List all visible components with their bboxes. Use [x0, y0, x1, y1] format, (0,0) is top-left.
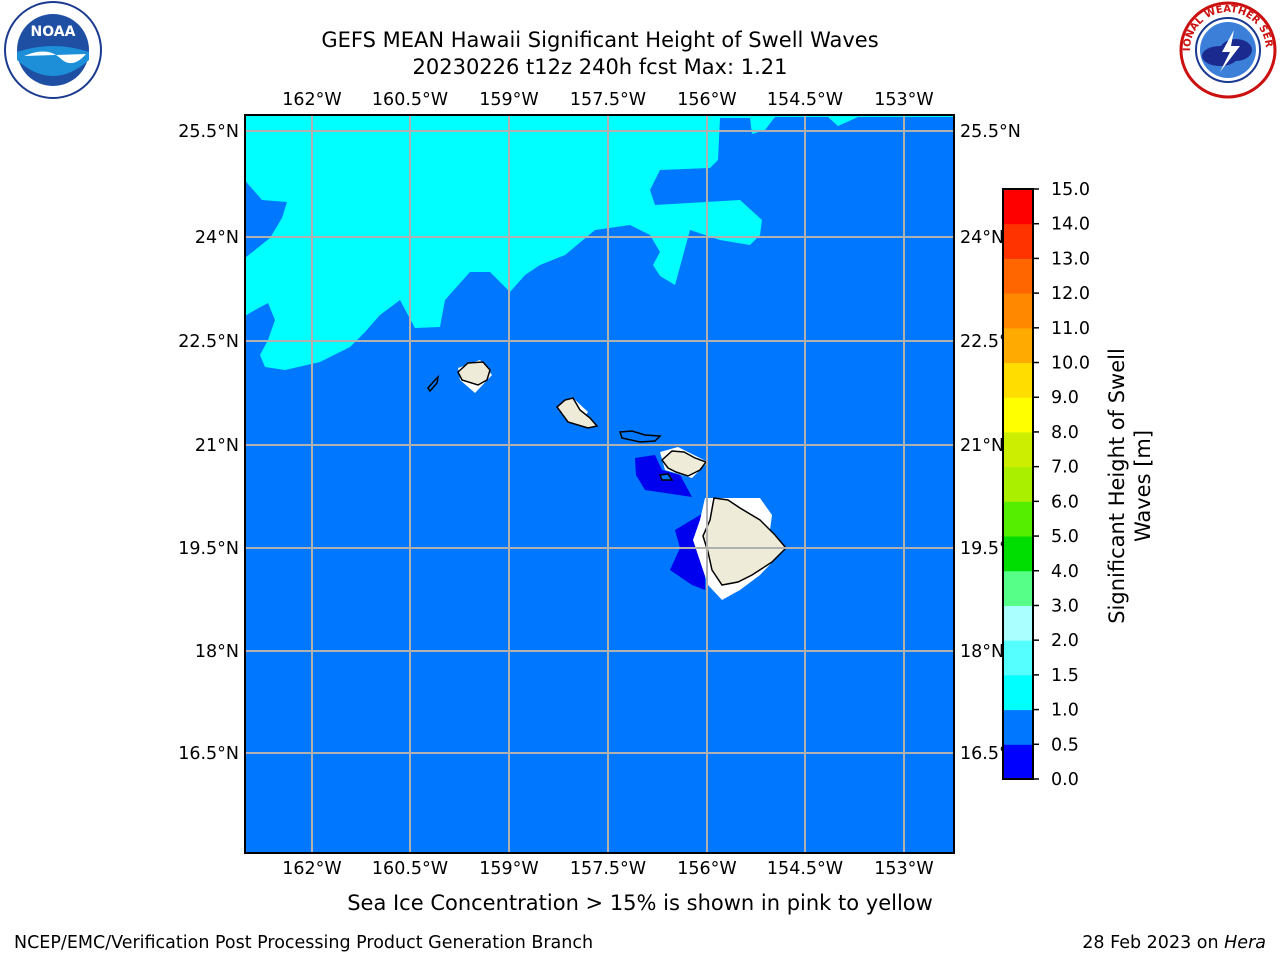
- colorbar-tick-label: 0.5: [1051, 735, 1079, 755]
- colorbar-tick-label: 9.0: [1051, 388, 1079, 408]
- map-area: [245, 115, 954, 853]
- colorbar-segment: [1003, 189, 1033, 225]
- colorbar-tick-label: 1.0: [1051, 701, 1079, 721]
- colorbar-ticks: 0.0 0.5 1.0 1.5 2.0 3.0 4.0 5.0 6.0 7.0 8.0 9.0 10.0…: [1051, 180, 1090, 790]
- colorbar-label-2: Waves [m]: [1131, 430, 1155, 542]
- island-niihau: [427, 374, 440, 393]
- nws-logo: NATIONAL WEATHER SERVICE: [1176, 0, 1277, 99]
- lat-tick-label-right: 21°N: [960, 436, 1004, 456]
- footer-branch: NCEP/EMC/Verification Post Processing Pr…: [14, 933, 594, 953]
- lat-tick-label-left: 16.5°N: [178, 744, 239, 764]
- island-maui: [660, 450, 708, 477]
- colorbar-segment: [1003, 397, 1033, 433]
- swell-band-1.0-1.5: [245, 115, 954, 370]
- colorbar-tick-label: 0.0: [1051, 770, 1079, 790]
- lon-tick-label-bottom: 153°W: [874, 859, 933, 879]
- lon-tick-label-top: 162°W: [282, 90, 341, 110]
- island-oahu: [555, 397, 599, 429]
- colorbar-segment: [1003, 709, 1033, 745]
- lon-tick-label-bottom: 154.5°W: [767, 859, 843, 879]
- lon-tick-label-bottom: 159°W: [479, 859, 538, 879]
- colorbar-segment: [1003, 570, 1033, 606]
- colorbar-tick-label: 12.0: [1051, 284, 1090, 304]
- lat-tick-label-right: 24°N: [960, 228, 1004, 248]
- island-big-island: [702, 497, 788, 586]
- lon-tick-label-top: 157.5°W: [570, 90, 646, 110]
- chart-subtitle: 20230226 t12z 240h fcst Max: 1.21: [412, 55, 788, 79]
- island-lanai: [658, 473, 674, 481]
- lat-tick-label-left: 18°N: [195, 642, 239, 662]
- colorbar-tick-label: 6.0: [1051, 492, 1079, 512]
- colorbar-tick-label: 4.0: [1051, 562, 1079, 582]
- colorbar-segment: [1003, 674, 1033, 711]
- colorbar-segment: [1003, 640, 1033, 676]
- lon-tick-label-bottom: 156°W: [677, 859, 736, 879]
- lon-tick-label-bottom: 157.5°W: [570, 859, 646, 879]
- noaa-logo: NOAA: [4, 1, 102, 99]
- colorbar-tick-label: 11.0: [1051, 319, 1090, 339]
- lat-tick-label-left: 24°N: [195, 228, 239, 248]
- colorbar-segment: [1003, 605, 1033, 641]
- lat-tick-label-left: 19.5°N: [178, 539, 239, 559]
- island-molokai: [618, 430, 662, 443]
- colorbar: [1002, 188, 1039, 780]
- lon-tick-label-bottom: 162°W: [282, 859, 341, 879]
- graticule: [245, 115, 954, 853]
- colorbar-tick-label: 15.0: [1051, 180, 1090, 200]
- lat-tick-label-left: 25.5°N: [178, 122, 239, 142]
- colorbar-segment: [1003, 431, 1033, 468]
- lon-tick-label-top: 156°W: [677, 90, 736, 110]
- footer-date-text: 28 Feb 2023 on: [1082, 933, 1225, 953]
- noaa-logo-text: NOAA: [31, 24, 76, 40]
- footer-machine: Hera: [1224, 933, 1266, 953]
- colorbar-segment: [1003, 293, 1033, 329]
- lon-tick-label-top: 153°W: [874, 90, 933, 110]
- lat-tick-label-left: 21°N: [195, 436, 239, 456]
- lon-tick-label-top: 159°W: [479, 90, 538, 110]
- lat-ticks-left: 25.5°N 24°N 22.5°N 21°N 19.5°N 18°N 16.5°N: [178, 122, 239, 764]
- colorbar-tick-label: 8.0: [1051, 423, 1079, 443]
- lat-tick-label-right: 18°N: [960, 642, 1004, 662]
- colorbar-tick-label: 14.0: [1051, 215, 1090, 235]
- lat-tick-label-left: 22.5°N: [178, 332, 239, 352]
- colorbar-label-1: Significant Height of Swell: [1105, 348, 1129, 624]
- colorbar-segment: [1003, 223, 1033, 259]
- footer-date: 28 Feb 2023 on Hera: [1082, 933, 1266, 953]
- colorbar-tick-label: 13.0: [1051, 249, 1090, 269]
- colorbar-segment: [1003, 258, 1033, 294]
- lon-ticks-top: 162°W 160.5°W 159°W 157.5°W 156°W 154.5°W 153°…: [282, 90, 933, 110]
- lon-tick-label-bottom: 160.5°W: [372, 859, 448, 879]
- colorbar-tick-label: 10.0: [1051, 354, 1090, 374]
- colorbar-segment: [1003, 536, 1033, 572]
- colorbar-segment: [1003, 744, 1033, 780]
- sea-ice-caption: Sea Ice Concentration > 15% is shown in …: [347, 891, 933, 915]
- colorbar-segment: [1003, 327, 1033, 364]
- lon-tick-label-top: 154.5°W: [767, 90, 843, 110]
- chart-title: GEFS MEAN Hawaii Significant Height of S…: [321, 28, 879, 52]
- colorbar-frame: [1002, 188, 1034, 780]
- map-frame: [244, 114, 955, 854]
- colorbar-segment: [1003, 501, 1033, 537]
- colorbar-tick-label: 1.5: [1051, 666, 1079, 686]
- colorbar-tick-label: 3.0: [1051, 596, 1079, 616]
- lat-tick-label-right: 25.5°N: [960, 122, 1021, 142]
- colorbar-tick-label: 5.0: [1051, 527, 1079, 547]
- colorbar-segment: [1003, 466, 1033, 502]
- lon-ticks-bottom: 162°W 160.5°W 159°W 157.5°W 156°W 154.5°W 153°…: [282, 859, 933, 879]
- lon-tick-label-top: 160.5°W: [372, 90, 448, 110]
- colorbar-tick-label: 7.0: [1051, 458, 1079, 478]
- island-kauai: [457, 361, 491, 386]
- colorbar-tick-label: 2.0: [1051, 631, 1079, 651]
- colorbar-segment: [1003, 362, 1033, 398]
